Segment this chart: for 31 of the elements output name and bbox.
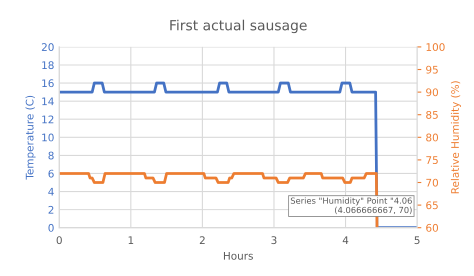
x-tick-label: 1 — [128, 236, 134, 244]
y-tick-label: 14 — [42, 98, 54, 106]
x-tick-label: 5 — [414, 236, 420, 244]
y2-tick-label: 80 — [426, 134, 438, 142]
y-axis-title: Temperature (C) — [26, 96, 36, 180]
y2-tick-label: 65 — [426, 201, 438, 210]
y2-tick-label: 95 — [426, 66, 438, 74]
y-tick-label: 0 — [48, 224, 54, 232]
chart-title: First actual sausage — [170, 20, 307, 34]
y-tick-label: 8 — [48, 152, 54, 160]
y2-axis-title: Relative Humidity (%) — [450, 81, 461, 194]
x-tick-label: 4 — [342, 236, 348, 244]
y2-tick-label: 75 — [426, 156, 438, 164]
x-tick-label: 0 — [56, 236, 62, 244]
x-tick-label: 3 — [271, 236, 276, 244]
y-tick-label: 2 — [48, 206, 54, 214]
y2-tick-label: 70 — [426, 178, 438, 187]
y-tick-label: 4 — [48, 188, 54, 196]
y2-tick-label: 85 — [426, 110, 438, 119]
y2-tick-label: 60 — [426, 224, 438, 232]
y-tick-label: 12 — [42, 115, 54, 124]
y-tick-label: 16 — [42, 79, 54, 88]
y-tick-label: 20 — [42, 43, 54, 52]
y-tick-label: 18 — [42, 61, 54, 70]
annotation: Series "Humidity" Point "4.06 (4.066666667, 70) — [290, 197, 412, 214]
y2-tick-label: 100 — [426, 43, 445, 52]
x-axis-title: Hours — [224, 252, 253, 260]
x-tick-label: 2 — [200, 236, 205, 244]
y-tick-label: 6 — [48, 170, 54, 178]
y2-tick-label: 90 — [426, 88, 438, 96]
y-tick-label: 10 — [42, 134, 54, 142]
